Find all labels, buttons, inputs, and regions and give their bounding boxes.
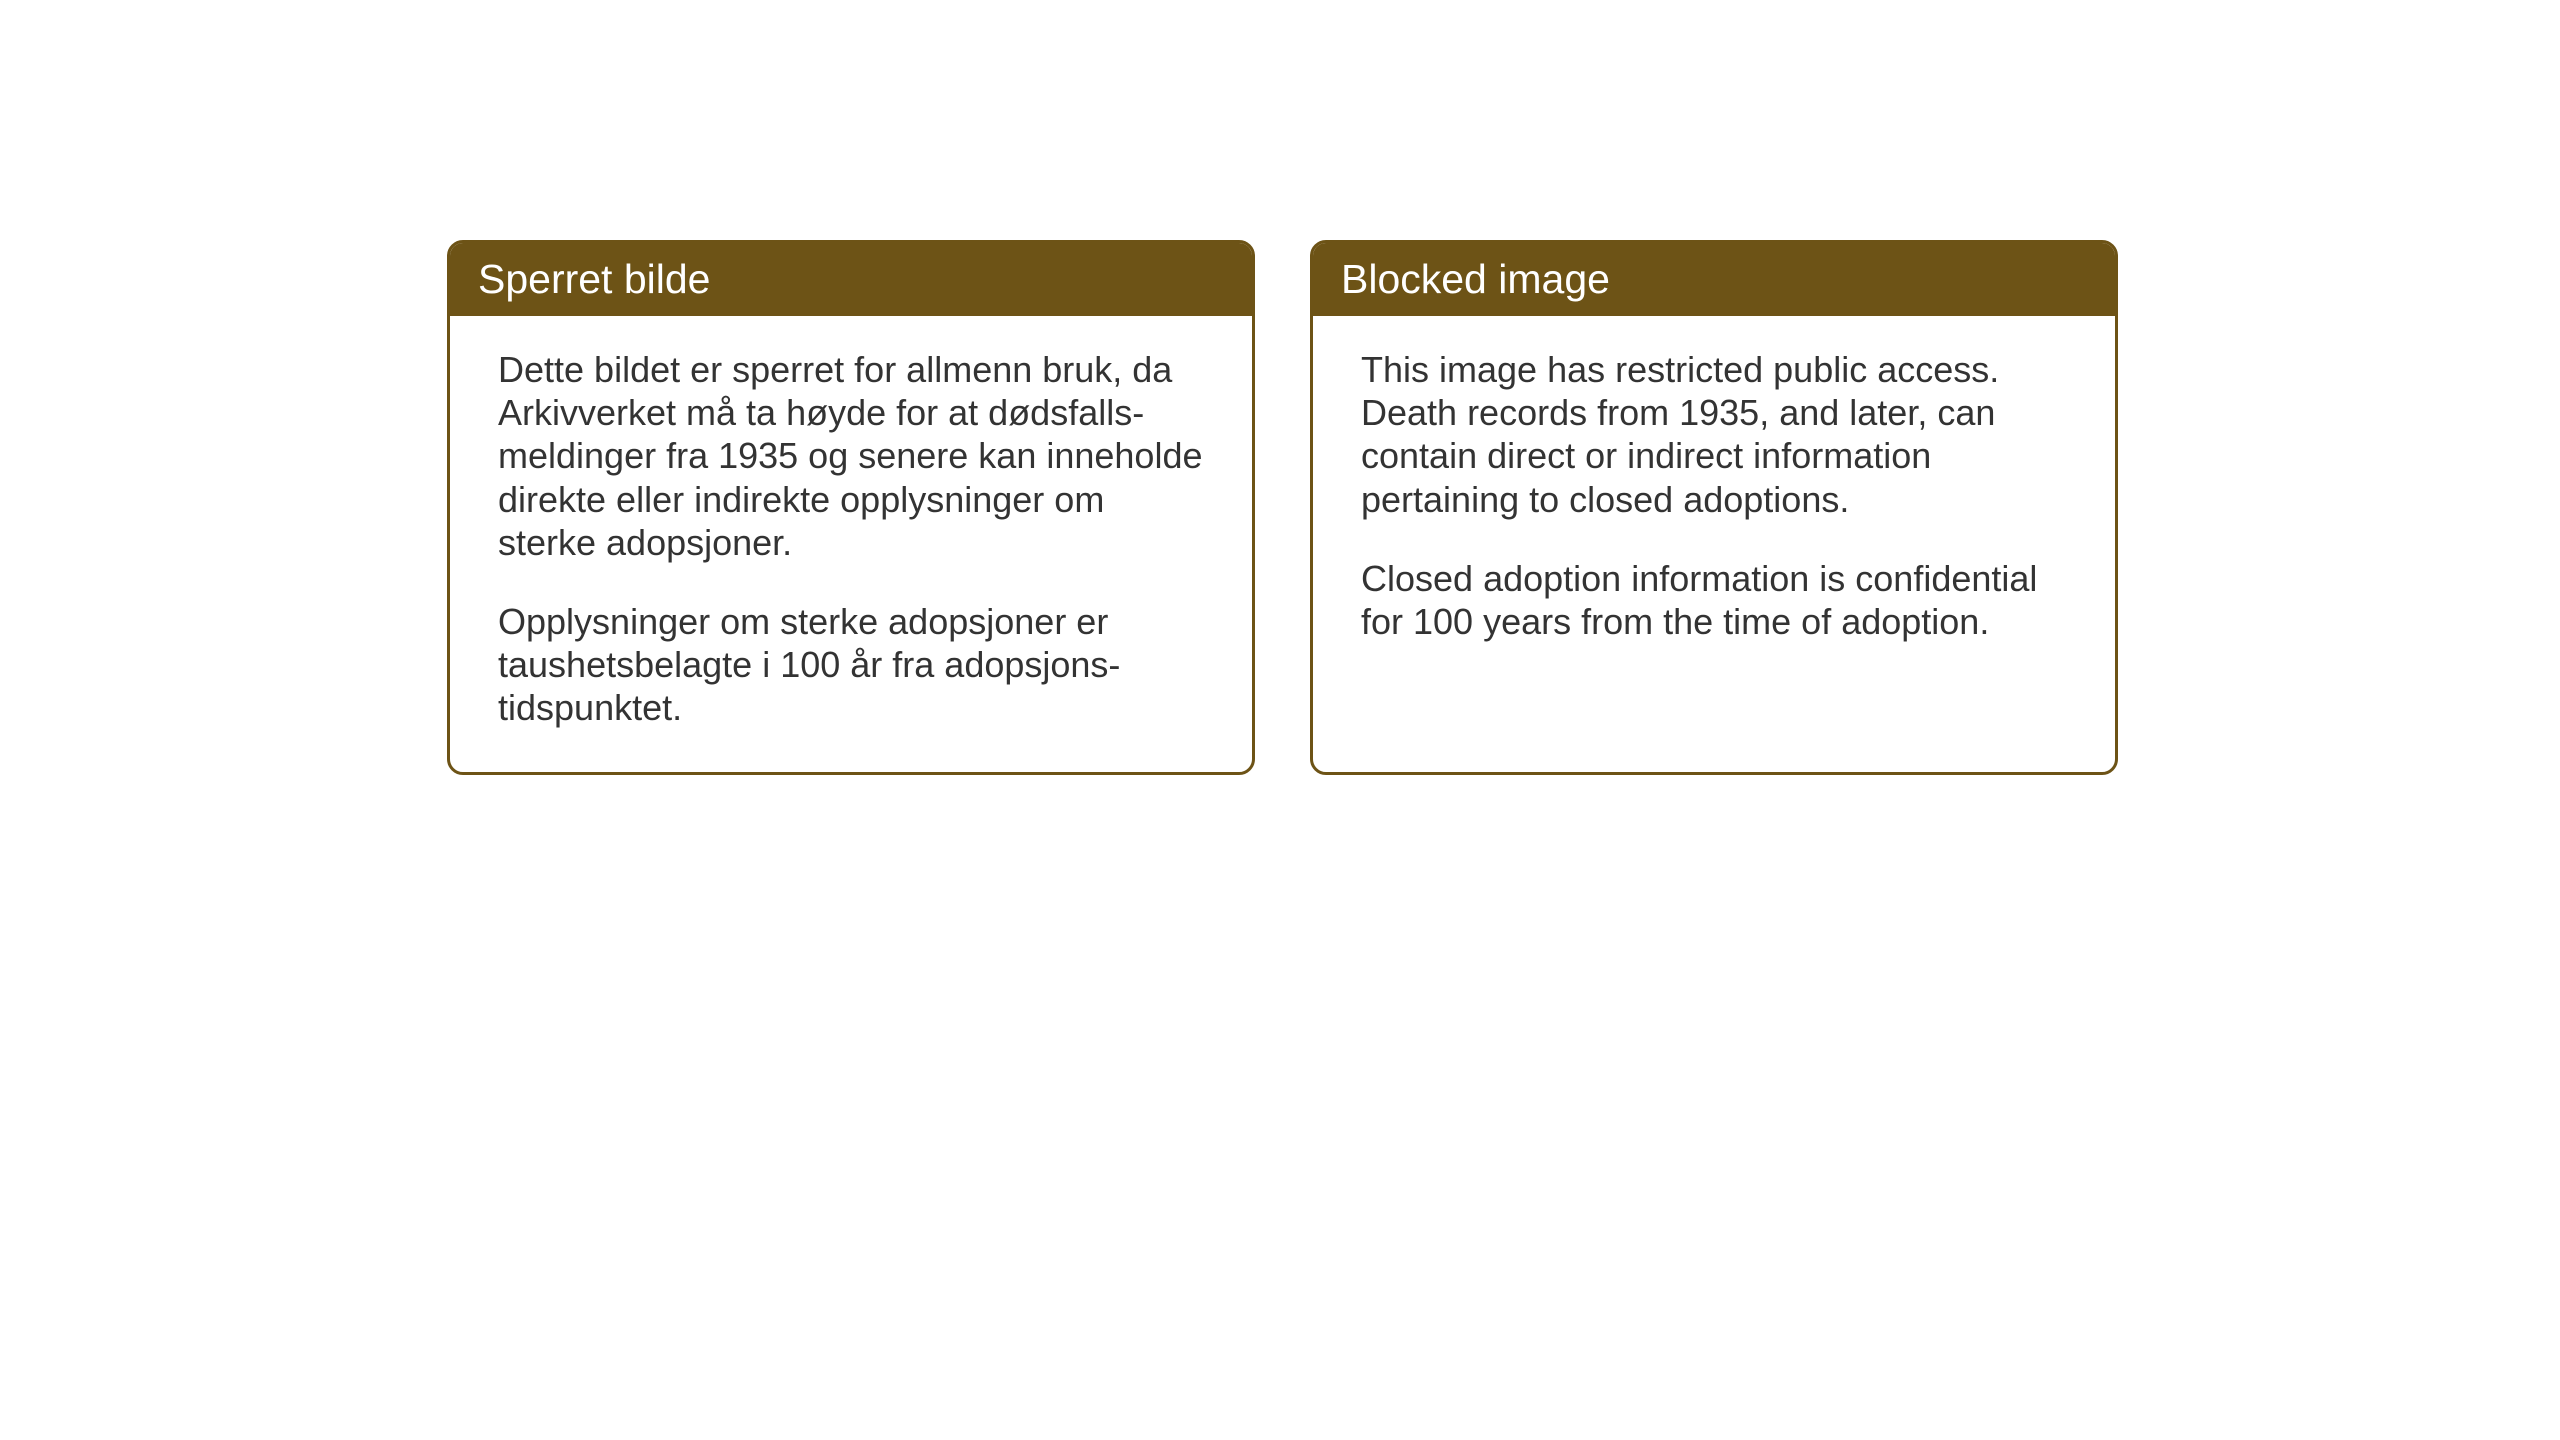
- notice-container: Sperret bilde Dette bildet er sperret fo…: [447, 240, 2118, 775]
- english-card-body: This image has restricted public access.…: [1313, 316, 2115, 685]
- norwegian-notice-card: Sperret bilde Dette bildet er sperret fo…: [447, 240, 1255, 775]
- norwegian-card-body: Dette bildet er sperret for allmenn bruk…: [450, 316, 1252, 772]
- english-paragraph-1: This image has restricted public access.…: [1361, 348, 2067, 521]
- english-notice-card: Blocked image This image has restricted …: [1310, 240, 2118, 775]
- norwegian-paragraph-1: Dette bildet er sperret for allmenn bruk…: [498, 348, 1204, 564]
- english-paragraph-2: Closed adoption information is confident…: [1361, 557, 2067, 643]
- english-card-header: Blocked image: [1313, 243, 2115, 316]
- norwegian-paragraph-2: Opplysninger om sterke adopsjoner er tau…: [498, 600, 1204, 730]
- english-card-title: Blocked image: [1341, 256, 1610, 302]
- norwegian-card-header: Sperret bilde: [450, 243, 1252, 316]
- norwegian-card-title: Sperret bilde: [478, 256, 710, 302]
